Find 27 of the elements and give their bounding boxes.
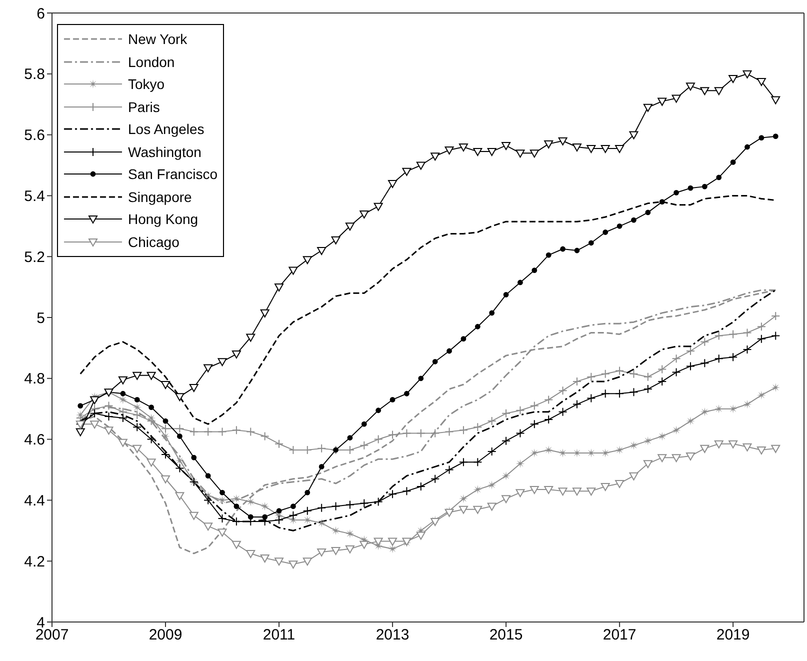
x-tick-label: 2019	[716, 626, 750, 644]
legend-label: Singapore	[128, 188, 192, 205]
legend-label: Hong Kong	[128, 211, 198, 228]
y-tick-label: 5.4	[24, 188, 45, 206]
y-tick-label: 4.2	[24, 553, 45, 570]
legend-label: Tokyo	[128, 76, 165, 92]
x-tick-label: 2015	[489, 626, 523, 644]
legend-label: Chicago	[128, 234, 180, 250]
y-tick-label: 4.4	[24, 492, 45, 510]
x-tick-label: 2011	[262, 626, 296, 644]
legend-label: New York	[128, 31, 188, 48]
legend-label: Washington	[128, 144, 202, 160]
x-tick-label: 2009	[148, 626, 182, 644]
x-tick-label: 2007	[35, 626, 69, 644]
legend-label: Los Angeles	[128, 121, 204, 138]
y-tick-label: 4.8	[24, 370, 45, 388]
legend-label: Paris	[128, 98, 160, 115]
y-tick-label: 6	[36, 5, 45, 22]
y-tick-label: 4.6	[24, 432, 45, 449]
legend-label: San Francisco	[128, 166, 218, 182]
y-tick-label: 5.8	[24, 66, 45, 84]
y-tick-label: 5.6	[24, 127, 45, 144]
x-tick-label: 2013	[376, 626, 410, 644]
y-tick-label: 5.2	[24, 248, 45, 266]
legend-label: London	[128, 54, 175, 70]
y-tick-label: 5	[36, 310, 45, 327]
x-tick-label: 2017	[602, 626, 636, 644]
